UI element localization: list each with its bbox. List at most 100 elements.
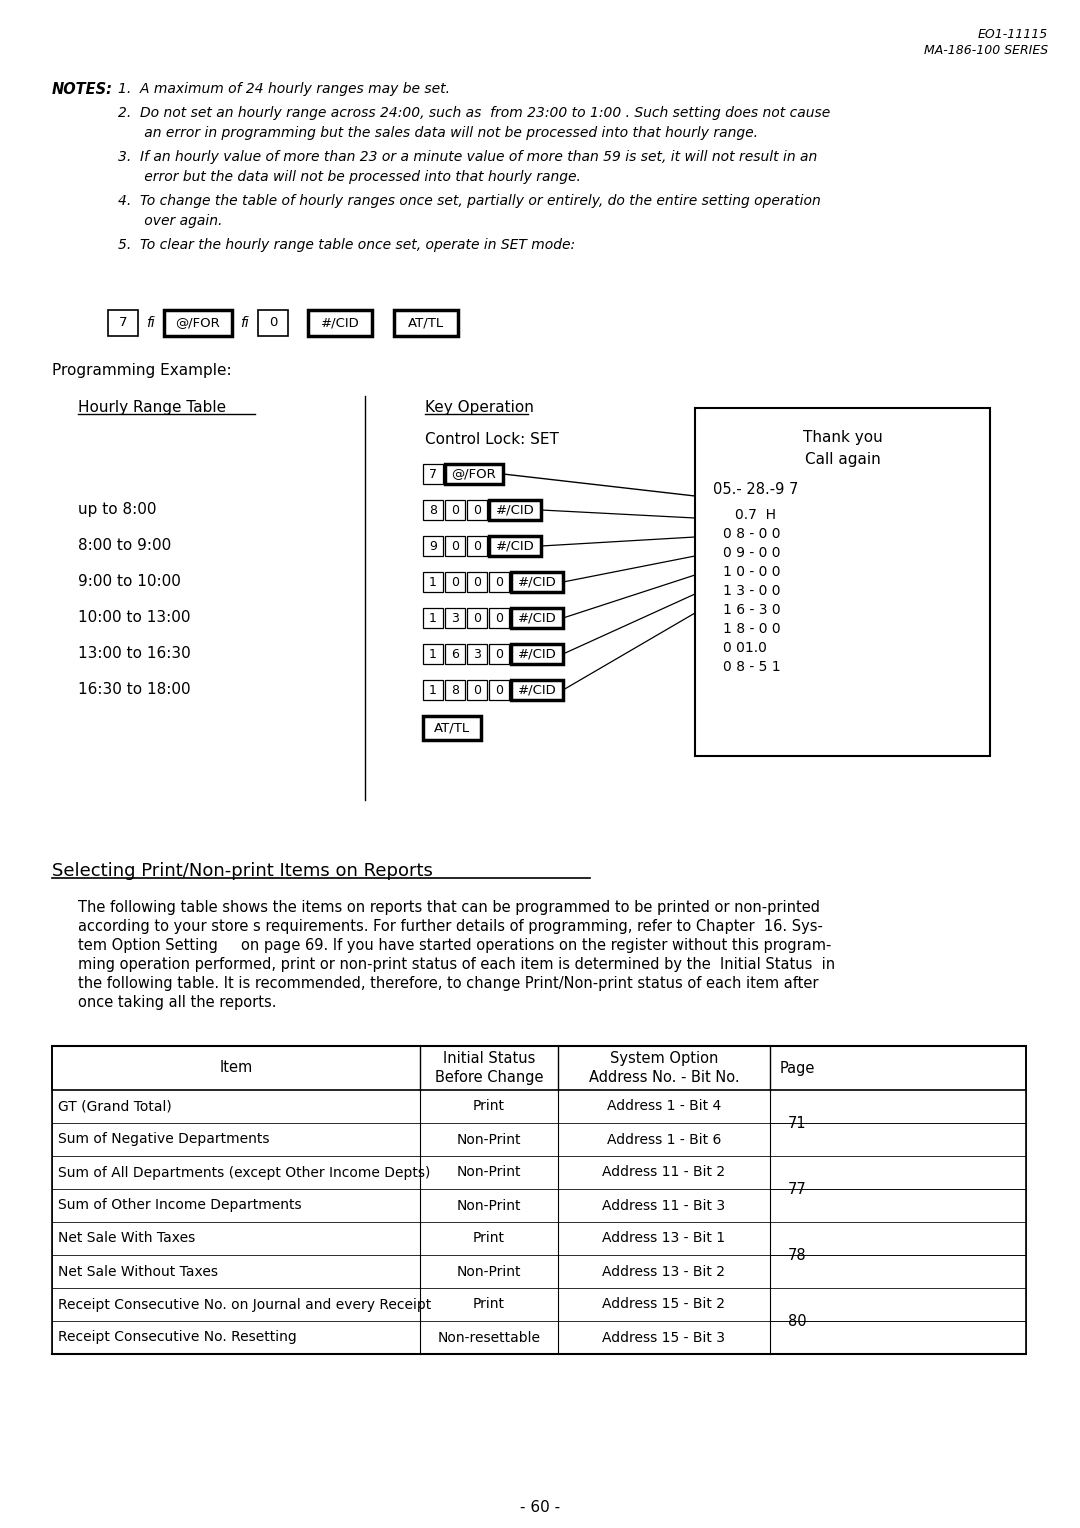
Text: Address 13 - Bit 2: Address 13 - Bit 2	[603, 1265, 726, 1279]
Text: Hourly Range Table: Hourly Range Table	[78, 400, 226, 416]
Bar	[511, 571, 563, 591]
Bar	[445, 536, 465, 556]
Text: Control Lock: SET: Control Lock: SET	[426, 432, 558, 448]
Text: 3.  If an hourly value of more than 23 or a minute value of more than 59 is set,: 3. If an hourly value of more than 23 or…	[118, 150, 818, 183]
Text: AT/TL: AT/TL	[434, 721, 470, 735]
Text: Address 15 - Bit 3: Address 15 - Bit 3	[603, 1331, 726, 1345]
Bar	[52, 1123, 1026, 1157]
Text: Non-Print: Non-Print	[457, 1198, 522, 1213]
Text: Non-resettable: Non-resettable	[437, 1331, 540, 1345]
Text: 1 8 - 0 0: 1 8 - 0 0	[723, 622, 781, 636]
Text: 0: 0	[451, 539, 459, 553]
Bar	[467, 608, 487, 628]
Bar	[467, 680, 487, 700]
Text: Key Operation: Key Operation	[426, 400, 534, 416]
Text: Address 1 - Bit 6: Address 1 - Bit 6	[607, 1132, 721, 1146]
Text: Item: Item	[219, 1060, 253, 1076]
Text: 7: 7	[429, 468, 437, 480]
Text: #/CID: #/CID	[517, 683, 556, 697]
Text: the following table. It is recommended, therefore, to change Print/Non-print sta: the following table. It is recommended, …	[78, 976, 819, 992]
Text: fi: fi	[240, 316, 248, 330]
Text: 0 8 - 0 0: 0 8 - 0 0	[723, 527, 781, 541]
Text: according to your store s requirements. For further details of programming, refe: according to your store s requirements. …	[78, 918, 823, 934]
Text: Receipt Consecutive No. Resetting: Receipt Consecutive No. Resetting	[58, 1331, 297, 1345]
Text: 71: 71	[788, 1115, 807, 1131]
Text: 80: 80	[788, 1314, 807, 1328]
Text: 0: 0	[495, 648, 503, 660]
Bar	[511, 643, 563, 665]
Text: @/FOR: @/FOR	[451, 468, 497, 480]
Bar	[467, 536, 487, 556]
Text: Sum of All Departments (except Other Income Depts): Sum of All Departments (except Other Inc…	[58, 1166, 430, 1180]
Bar	[258, 310, 288, 336]
Bar	[423, 465, 443, 484]
Text: 1 6 - 3 0: 1 6 - 3 0	[723, 604, 781, 617]
Text: 13:00 to 16:30: 13:00 to 16:30	[78, 646, 191, 662]
Text: 1: 1	[429, 611, 437, 625]
Text: 0: 0	[495, 683, 503, 697]
Bar	[52, 1254, 1026, 1288]
Bar	[511, 680, 563, 700]
Bar	[423, 536, 443, 556]
Text: NOTES:: NOTES:	[52, 83, 113, 96]
Bar	[489, 536, 541, 556]
Text: 7: 7	[119, 316, 127, 330]
Text: 0: 0	[473, 683, 481, 697]
Text: 05.- 28.-9 7: 05.- 28.-9 7	[713, 481, 798, 497]
Text: 78: 78	[788, 1247, 807, 1262]
Bar	[445, 500, 465, 520]
Text: Non-Print: Non-Print	[457, 1132, 522, 1146]
Text: 0 8 - 5 1: 0 8 - 5 1	[723, 660, 781, 674]
Text: once taking all the reports.: once taking all the reports.	[78, 995, 276, 1010]
Text: Programming Example:: Programming Example:	[52, 364, 231, 377]
Text: System Option
Address No. - Bit No.: System Option Address No. - Bit No.	[589, 1051, 740, 1085]
Text: Receipt Consecutive No. on Journal and every Receipt: Receipt Consecutive No. on Journal and e…	[58, 1297, 431, 1311]
Bar	[445, 643, 465, 665]
Text: 4.  To change the table of hourly ranges once set, partially or entirely, do the: 4. To change the table of hourly ranges …	[118, 194, 821, 228]
Text: #/CID: #/CID	[321, 316, 360, 330]
Bar	[423, 571, 443, 591]
Text: Print: Print	[473, 1297, 505, 1311]
Bar	[489, 608, 509, 628]
Text: Page: Page	[780, 1060, 815, 1076]
Text: 0 9 - 0 0: 0 9 - 0 0	[723, 545, 781, 559]
Text: Sum of Other Income Departments: Sum of Other Income Departments	[58, 1198, 301, 1213]
Bar	[52, 1322, 1026, 1354]
Bar	[394, 310, 458, 336]
Bar	[489, 643, 509, 665]
Text: Print: Print	[473, 1232, 505, 1245]
Text: 10:00 to 13:00: 10:00 to 13:00	[78, 610, 190, 625]
Text: #/CID: #/CID	[517, 648, 556, 660]
Text: 0: 0	[473, 576, 481, 588]
Text: Initial Status
Before Change: Initial Status Before Change	[435, 1051, 543, 1085]
Text: Address 11 - Bit 3: Address 11 - Bit 3	[603, 1198, 726, 1213]
Text: 3: 3	[451, 611, 459, 625]
Text: fi: fi	[146, 316, 154, 330]
Text: Non-Print: Non-Print	[457, 1166, 522, 1180]
Text: 1 0 - 0 0: 1 0 - 0 0	[723, 565, 781, 579]
Text: ming operation performed, print or non-print status of each item is determined b: ming operation performed, print or non-p…	[78, 957, 835, 972]
Text: EO1-11115: EO1-11115	[977, 28, 1048, 41]
Text: 0: 0	[269, 316, 278, 330]
Bar	[52, 1189, 1026, 1222]
Text: 0: 0	[451, 504, 459, 516]
Bar	[423, 717, 481, 740]
Text: 0: 0	[473, 611, 481, 625]
Bar	[108, 310, 138, 336]
Text: The following table shows the items on reports that can be programmed to be prin: The following table shows the items on r…	[78, 900, 820, 915]
Bar	[164, 310, 232, 336]
Text: AT/TL: AT/TL	[408, 316, 444, 330]
Bar	[445, 608, 465, 628]
Bar	[445, 465, 503, 484]
Bar	[52, 1089, 1026, 1123]
Text: Print: Print	[473, 1100, 505, 1114]
Bar	[445, 571, 465, 591]
Text: 0: 0	[451, 576, 459, 588]
Bar	[445, 680, 465, 700]
Text: 8:00 to 9:00: 8:00 to 9:00	[78, 538, 172, 553]
Text: 1: 1	[429, 683, 437, 697]
Text: 9: 9	[429, 539, 437, 553]
Text: Net Sale Without Taxes: Net Sale Without Taxes	[58, 1265, 218, 1279]
Text: 0.7  H: 0.7 H	[735, 507, 777, 523]
Text: GT (Grand Total): GT (Grand Total)	[58, 1100, 172, 1114]
